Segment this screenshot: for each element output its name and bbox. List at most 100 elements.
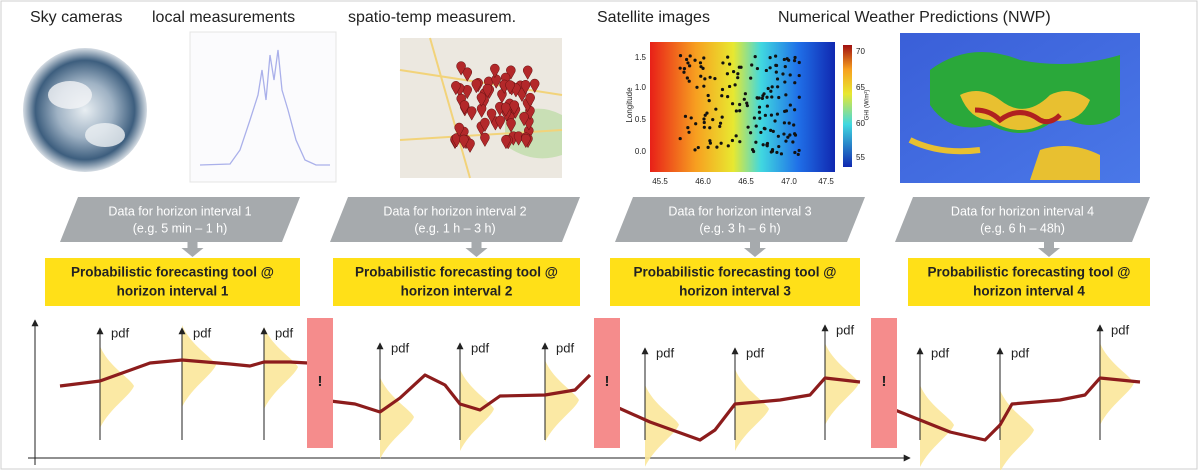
map-marker xyxy=(519,112,529,127)
sat-point xyxy=(786,135,790,139)
sat-point xyxy=(702,84,706,88)
sat-point xyxy=(776,134,780,138)
sat-point xyxy=(788,133,792,137)
sat-point xyxy=(688,64,692,68)
sat-point xyxy=(769,150,773,154)
tool-box-text: Probabilistic forecasting tool @ xyxy=(634,265,837,280)
tool-box xyxy=(610,258,860,306)
pdf-label: pdf xyxy=(391,340,409,355)
map-marker xyxy=(471,79,482,94)
sat-point xyxy=(757,105,762,109)
tool-box-text: Probabilistic forecasting tool @ xyxy=(355,265,558,280)
sky-camera-image xyxy=(23,48,147,172)
nwp-image xyxy=(900,33,1140,183)
sat-point xyxy=(693,148,697,152)
tool-box-text: horizon interval 2 xyxy=(401,284,513,299)
sat-point xyxy=(702,125,706,129)
sat-point xyxy=(770,85,774,89)
map-marker xyxy=(462,67,473,82)
pdf-shape xyxy=(182,325,216,407)
data-box-text: Data for horizon interval 2 xyxy=(383,204,526,218)
sat-point xyxy=(678,66,682,70)
sat-point xyxy=(797,60,801,65)
sat-point xyxy=(793,81,797,85)
map-marker xyxy=(500,72,511,88)
tick-label: 65 xyxy=(856,83,865,92)
pdf-label: pdf xyxy=(193,325,211,340)
tool-box xyxy=(45,258,300,306)
sat-point xyxy=(694,122,698,126)
tool-box-text: Probabilistic forecasting tool @ xyxy=(928,265,1131,280)
satellite-image xyxy=(606,30,860,195)
sat-point xyxy=(754,124,758,128)
sat-point xyxy=(784,139,788,143)
pdf-label: pdf xyxy=(1111,322,1129,337)
data-box-text: Data for horizon interval 3 xyxy=(668,204,811,218)
sat-point xyxy=(734,109,738,113)
sat-point xyxy=(726,55,730,59)
forecast-curve xyxy=(59,358,309,388)
sat-point xyxy=(797,95,801,99)
source-label: Numerical Weather Predictions (NWP) xyxy=(778,9,1051,26)
sat-point xyxy=(699,65,703,69)
tick-label: 1.0 xyxy=(635,83,647,92)
map-marker xyxy=(529,78,540,94)
forecast-curve xyxy=(321,373,592,414)
down-arrow xyxy=(465,242,488,257)
sat-point xyxy=(777,144,781,149)
map-marker xyxy=(525,93,535,108)
sat-point xyxy=(736,76,740,80)
sat-point xyxy=(719,141,723,145)
pdf-label: pdf xyxy=(656,345,674,360)
data-box xyxy=(615,197,865,242)
sat-point xyxy=(765,141,770,146)
data-box xyxy=(895,197,1150,242)
sat-point xyxy=(698,61,703,65)
pdf-label: pdf xyxy=(931,345,949,360)
sat-point xyxy=(721,61,725,65)
sat-point xyxy=(766,86,770,91)
down-arrow xyxy=(1038,242,1060,257)
forecast-curve xyxy=(611,376,861,442)
sat-point xyxy=(774,70,778,74)
sat-point xyxy=(773,119,777,123)
sat-point xyxy=(703,113,707,117)
sat-point xyxy=(684,57,689,62)
sat-point xyxy=(779,152,784,156)
sat-point xyxy=(702,117,706,121)
map-marker xyxy=(509,100,520,115)
sat-point xyxy=(775,112,780,116)
pdf-shape xyxy=(1100,343,1134,425)
sat-point xyxy=(730,138,735,143)
sat-point xyxy=(693,58,697,62)
sat-point xyxy=(783,80,787,84)
sat-point xyxy=(686,126,690,130)
sat-point xyxy=(749,76,753,80)
alert-box xyxy=(307,318,333,448)
sat-point xyxy=(753,54,757,59)
tick-label: 60 xyxy=(856,119,865,128)
sat-point xyxy=(748,131,753,135)
sat-point xyxy=(793,108,797,112)
sat-point xyxy=(787,121,791,125)
sat-point xyxy=(788,73,792,77)
tool-box-text: horizon interval 1 xyxy=(117,284,229,299)
sat-point xyxy=(713,76,717,81)
sat-point xyxy=(726,95,730,99)
pdf-label: pdf xyxy=(1011,345,1029,360)
alert-box xyxy=(594,318,620,448)
sat-point xyxy=(746,125,750,129)
sat-point xyxy=(776,85,780,89)
map-marker xyxy=(456,93,466,109)
sat-point xyxy=(708,141,712,145)
sat-point xyxy=(791,140,795,144)
sat-point xyxy=(720,94,724,98)
sat-point xyxy=(787,58,791,62)
cloud xyxy=(85,123,125,147)
alert-box xyxy=(871,318,897,448)
map-marker xyxy=(476,92,487,107)
map-marker xyxy=(521,133,531,149)
sat-point xyxy=(761,143,765,147)
tick-label: 45.5 xyxy=(652,177,668,186)
sat-point xyxy=(760,96,764,101)
